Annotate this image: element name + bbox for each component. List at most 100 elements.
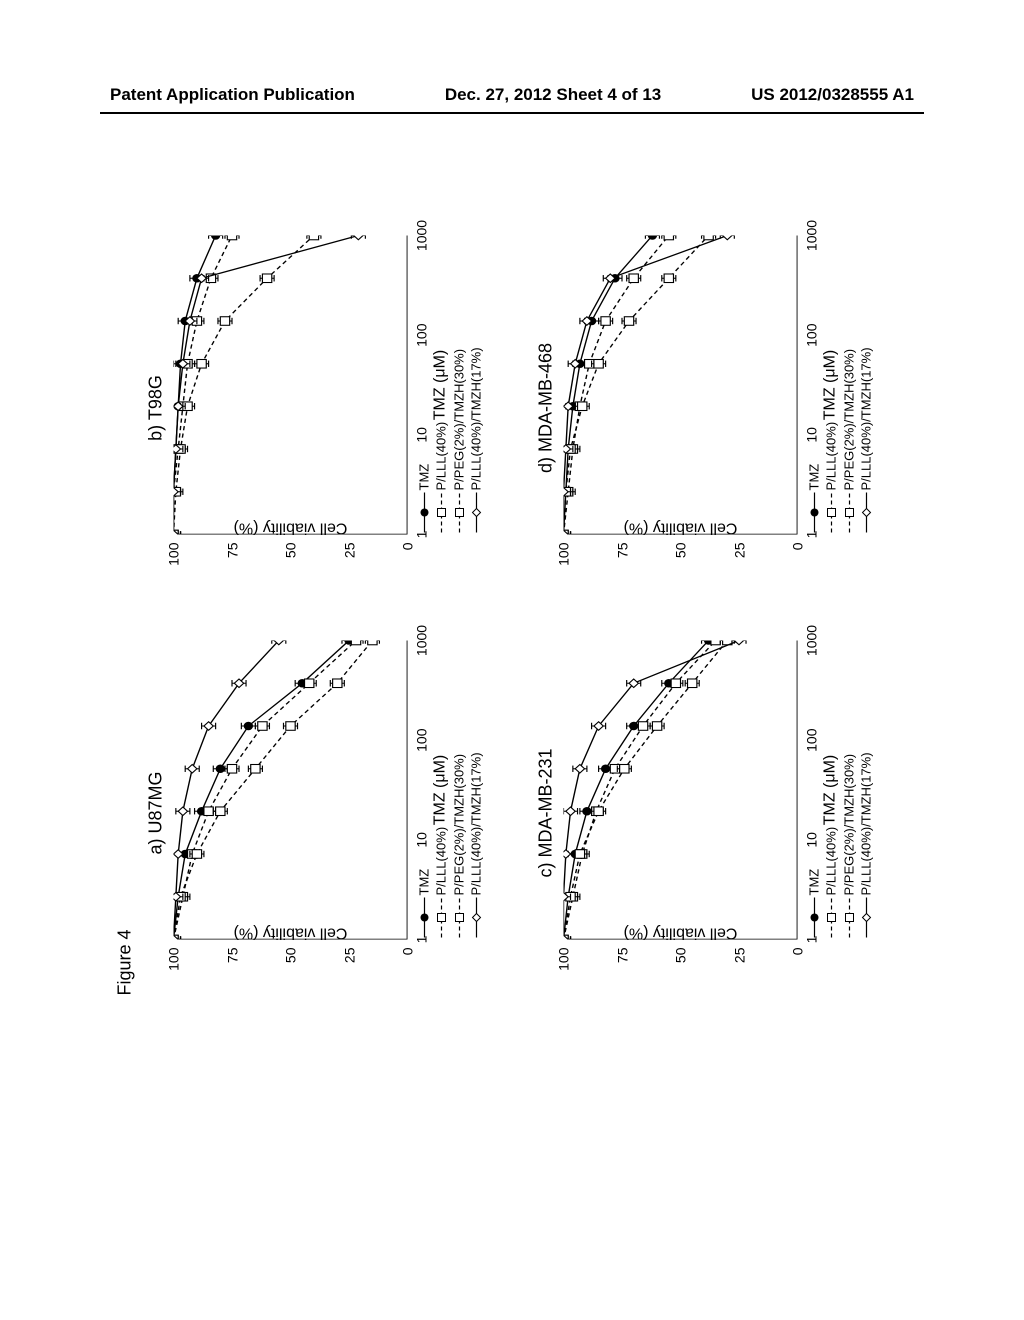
legend-item: P/LLL(40%)/TMZH(17%) xyxy=(468,347,486,534)
chart-panel: c) MDA-MB-231Cell viability (%)TMZ (μM)0… xyxy=(536,631,916,996)
legend-symbol xyxy=(861,491,873,535)
legend-symbol xyxy=(418,896,430,940)
legend-symbol xyxy=(843,491,855,535)
legend-label: P/PEG(2%)/TMZH(30%) xyxy=(450,349,468,491)
legend-symbol xyxy=(453,896,465,940)
panel-grid: a) U87MG Cell viability (%)TMZ (μM)025507… xyxy=(146,226,916,996)
y-tick-label: 75 xyxy=(224,543,240,571)
panel-title: d) MDA-MB-468 xyxy=(536,226,557,591)
x-tick-label: 100 xyxy=(804,323,820,346)
legend-label: P/LLL(40%)/TMZH(17%) xyxy=(858,752,876,895)
x-tick-label: 100 xyxy=(414,323,430,346)
y-tick-label: 100 xyxy=(556,948,572,976)
legend-label: P/PEG(2%)/TMZH(30%) xyxy=(840,349,858,491)
legend-item: P/LLL(40%) xyxy=(433,752,451,939)
legend: TMZ P/LLL(40%) P/PEG(2%)/TMZH(30%) P/LLL… xyxy=(805,347,875,534)
legend: TMZ P/LLL(40%) P/PEG(2%)/TMZH(30%) P/LLL… xyxy=(805,752,875,939)
y-tick-label: 25 xyxy=(731,543,747,571)
legend-symbol xyxy=(453,491,465,535)
panel-title: b) T98G xyxy=(146,226,167,591)
y-tick-label: 100 xyxy=(556,543,572,571)
legend-symbol xyxy=(436,896,448,940)
legend-symbol xyxy=(471,491,483,535)
legend-item: P/LLL(40%)/TMZH(17%) xyxy=(858,752,876,939)
legend-label: P/LLL(40%) xyxy=(433,422,451,491)
y-tick-label: 25 xyxy=(731,948,747,976)
legend-symbol xyxy=(826,491,838,535)
legend-label: P/PEG(2%)/TMZH(30%) xyxy=(450,754,468,896)
legend-symbol xyxy=(418,491,430,535)
y-tick-label: 50 xyxy=(673,948,689,976)
y-tick-label: 75 xyxy=(614,543,630,571)
plot-area: Cell viability (%)TMZ (μM)02550751001101… xyxy=(174,236,408,535)
y-axis-label: Cell viability (%) xyxy=(234,924,348,942)
legend-item: P/LLL(40%) xyxy=(823,347,841,534)
legend-symbol xyxy=(436,491,448,535)
x-tick-label: 100 xyxy=(414,728,430,751)
legend-label: TMZ xyxy=(805,869,823,896)
chart-svg xyxy=(174,641,408,940)
header-rule xyxy=(100,112,924,114)
legend-label: P/PEG(2%)/TMZH(30%) xyxy=(840,754,858,896)
legend-item: TMZ xyxy=(805,752,823,939)
legend-item: P/LLL(40%)/TMZH(17%) xyxy=(858,347,876,534)
legend-item: TMZ xyxy=(415,347,433,534)
legend-item: P/PEG(2%)/TMZH(30%) xyxy=(840,347,858,534)
y-tick-label: 100 xyxy=(166,948,182,976)
header-center: Dec. 27, 2012 Sheet 4 of 13 xyxy=(445,85,661,105)
legend-item: P/PEG(2%)/TMZH(30%) xyxy=(450,752,468,939)
y-tick-label: 50 xyxy=(673,543,689,571)
chart-panel: a) U87MG Cell viability (%)TMZ (μM)025507… xyxy=(146,631,526,996)
legend-label: P/LLL(40%) xyxy=(823,827,841,896)
legend-label: TMZ xyxy=(415,464,433,491)
y-tick-label: 0 xyxy=(400,948,416,976)
header-left: Patent Application Publication xyxy=(110,85,355,105)
x-tick-label: 1000 xyxy=(414,220,430,251)
plot-area: Cell viability (%)TMZ (μM)02550751001101… xyxy=(564,236,798,535)
page-header: Patent Application Publication Dec. 27, … xyxy=(0,85,1024,105)
legend-label: P/LLL(40%) xyxy=(823,422,841,491)
y-tick-label: 100 xyxy=(166,543,182,571)
legend-item: P/PEG(2%)/TMZH(30%) xyxy=(450,347,468,534)
legend-symbol xyxy=(843,896,855,940)
legend-symbol xyxy=(861,896,873,940)
panel-title: c) MDA-MB-231 xyxy=(536,631,557,996)
legend-symbol xyxy=(471,896,483,940)
legend-item: P/LLL(40%) xyxy=(433,347,451,534)
chart-panel: d) MDA-MB-468 Cell viability (%)TMZ (μM)0… xyxy=(536,226,916,591)
y-tick-label: 75 xyxy=(224,948,240,976)
header-right: US 2012/0328555 A1 xyxy=(751,85,914,105)
y-axis-label: Cell viability (%) xyxy=(624,519,738,537)
plot-area: Cell viability (%)TMZ (μM)02550751001101… xyxy=(174,641,408,940)
x-tick-label: 1000 xyxy=(414,625,430,656)
panel-title: a) U87MG xyxy=(146,631,167,996)
legend-item: P/LLL(40%)/TMZH(17%) xyxy=(468,752,486,939)
legend-item: P/LLL(40%) xyxy=(823,752,841,939)
legend: TMZ P/LLL(40%) P/PEG(2%)/TMZH(30%) P/LLL… xyxy=(415,347,485,534)
legend-item: P/PEG(2%)/TMZH(30%) xyxy=(840,752,858,939)
legend-symbol xyxy=(808,491,820,535)
y-tick-label: 50 xyxy=(283,543,299,571)
legend-item: TMZ xyxy=(415,752,433,939)
y-tick-label: 25 xyxy=(341,543,357,571)
x-tick-label: 1000 xyxy=(804,625,820,656)
legend-label: P/LLL(40%)/TMZH(17%) xyxy=(468,752,486,895)
x-tick-label: 100 xyxy=(804,728,820,751)
legend-label: P/LLL(40%)/TMZH(17%) xyxy=(858,347,876,490)
x-tick-label: 1000 xyxy=(804,220,820,251)
legend-symbol xyxy=(826,896,838,940)
y-axis-label: Cell viability (%) xyxy=(234,519,348,537)
chart-svg xyxy=(174,236,408,535)
legend-label: TMZ xyxy=(805,464,823,491)
legend-label: P/LLL(40%)/TMZH(17%) xyxy=(468,347,486,490)
y-tick-label: 0 xyxy=(400,543,416,571)
y-axis-label: Cell viability (%) xyxy=(624,924,738,942)
y-tick-label: 0 xyxy=(790,543,806,571)
y-tick-label: 75 xyxy=(614,948,630,976)
figure-wrapper: Figure 4 a) U87MGCell viability (%)TMZ (… xyxy=(115,226,916,996)
y-tick-label: 0 xyxy=(790,948,806,976)
legend-label: P/LLL(40%) xyxy=(433,827,451,896)
chart-svg xyxy=(564,236,798,535)
legend: TMZ P/LLL(40%) P/PEG(2%)/TMZH(30%) P/LLL… xyxy=(415,752,485,939)
y-tick-label: 25 xyxy=(341,948,357,976)
